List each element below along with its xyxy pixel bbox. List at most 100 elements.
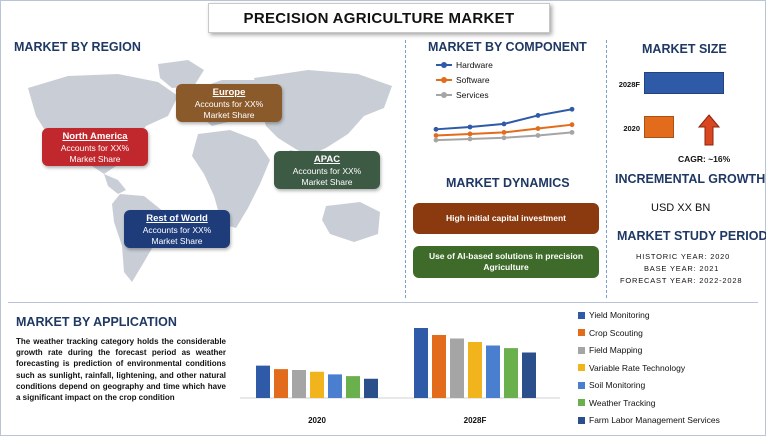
app-legend-item: Field Mapping: [578, 345, 642, 355]
legend-swatch: [436, 62, 452, 68]
size-heading: MARKET SIZE: [642, 42, 727, 56]
legend-swatch: [578, 364, 585, 371]
series-point-services: [433, 137, 439, 143]
dynamics-heading: MARKET DYNAMICS: [446, 176, 570, 190]
study-heading: MARKET STUDY PERIOD: [617, 229, 766, 243]
app-bar-2028f-3: [468, 342, 482, 398]
size-bar-2028f: [644, 72, 724, 94]
app-bar-2020-0: [256, 365, 270, 398]
application-bar-chart: 2020 2028F: [240, 328, 560, 425]
callout-region-name: Europe: [212, 87, 246, 98]
callout-rest-of-world: Rest of World Accounts for XX% Market Sh…: [124, 210, 230, 248]
series-point-software: [433, 133, 439, 138]
series-point-hardware: [433, 126, 439, 132]
component-heading: MARKET BY COMPONENT: [428, 40, 587, 54]
size-category-label: 2020: [623, 124, 640, 133]
size-category-label: 2028F: [618, 80, 640, 89]
app-bar-2020-3: [310, 371, 324, 398]
legend-swatch: [578, 329, 585, 336]
legend-software: Software: [436, 75, 490, 85]
divider-component-size: [606, 40, 607, 298]
app-legend-item: Crop Scouting: [578, 328, 643, 338]
app-legend-item: Farm Labor Management Services: [578, 415, 720, 425]
size-bar-2020: [644, 116, 675, 138]
callout-line1: Accounts for XX%: [194, 99, 264, 109]
legend-services: Services: [436, 90, 489, 100]
callout-line2: Market Share: [151, 236, 203, 246]
legend-hardware: Hardware: [436, 60, 493, 70]
legend-swatch: [578, 399, 585, 406]
series-point-software: [535, 126, 541, 131]
app-bar-2028f-5: [504, 348, 518, 398]
app-bar-2028f-1: [432, 335, 446, 398]
series-point-software: [467, 131, 473, 137]
app-legend-item: Variable Rate Technology: [578, 363, 685, 373]
application-description: The weather tracking category holds the …: [16, 337, 226, 403]
legend-swatch: [436, 92, 452, 98]
legend-label: Yield Monitoring: [589, 310, 650, 320]
divider-region-component: [405, 40, 406, 298]
legend-swatch: [578, 416, 585, 424]
callout-apac: APAC Accounts for XX% Market Share: [274, 151, 380, 189]
study-forecast: FORECAST YEAR: 2022-2028: [620, 276, 743, 285]
growth-value: USD XX BN: [651, 202, 711, 214]
series-point-services: [501, 135, 507, 141]
series-point-software: [569, 122, 575, 128]
app-bar-2020-5: [346, 376, 360, 398]
app-bar-2028f-0: [414, 328, 428, 398]
legend-swatch: [436, 77, 452, 83]
app-bar-2028f-6: [522, 352, 536, 398]
growth-heading: INCREMENTAL GROWTH: [615, 172, 766, 186]
application-heading: MARKET BY APPLICATION: [16, 315, 177, 329]
callout-line2: Market Share: [203, 110, 255, 120]
dynamics-item-capital: High initial capital investment: [413, 203, 599, 234]
series-point-hardware: [501, 121, 507, 127]
app-bar-2020-4: [328, 374, 342, 398]
legend-label: Hardware: [456, 60, 493, 70]
callout-region-name: Rest of World: [146, 213, 208, 224]
legend-label: Crop Scouting: [589, 327, 643, 338]
callout-line1: Accounts for XX%: [142, 225, 212, 235]
app-bar-2020-6: [364, 378, 378, 398]
series-point-software: [501, 130, 507, 135]
legend-label: Soil Monitoring: [589, 380, 646, 390]
callout-region-name: North America: [62, 131, 128, 142]
page-title: PRECISION AGRICULTURE MARKET: [208, 3, 550, 33]
callout-region-name: APAC: [313, 154, 341, 165]
legend-label: Farm Labor Management Services: [589, 415, 720, 425]
callout-north-america: North America Accounts for XX% Market Sh…: [42, 128, 148, 166]
legend-swatch: [578, 311, 585, 319]
app-legend-item: Weather Tracking: [578, 398, 655, 408]
dynamics-item-ai: Use of AI-based solutions in precision A…: [413, 246, 599, 278]
component-line-chart: [433, 106, 575, 143]
arrow-up-icon: [698, 114, 720, 146]
app-bar-2020-2: [292, 370, 306, 398]
callout-line2: Market Share: [69, 154, 121, 164]
callout-line1: Accounts for XX%: [292, 166, 362, 176]
study-base: BASE YEAR: 2021: [644, 264, 720, 273]
series-point-services: [535, 133, 541, 138]
app-bar-2028f-2: [450, 338, 464, 398]
region-heading: MARKET BY REGION: [14, 40, 141, 54]
app-bar-2020-1: [274, 369, 288, 398]
legend-label: Field Mapping: [589, 345, 643, 355]
study-historic: HISTORIC YEAR: 2020: [636, 252, 731, 261]
series-point-hardware: [467, 124, 473, 130]
app-legend-item: Soil Monitoring: [578, 380, 645, 390]
callout-line2: Market Share: [301, 177, 353, 187]
callout-europe: Europe Accounts for XX% Market Share: [176, 84, 282, 122]
app-legend-item: Yield Monitoring: [578, 310, 650, 320]
legend-label: Weather Tracking: [589, 397, 656, 408]
divider-horizontal: [8, 302, 758, 303]
app-category-label: 2028F: [464, 416, 487, 425]
legend-swatch: [578, 381, 585, 389]
legend-swatch: [578, 346, 585, 354]
size-bar-chart: 2028F 2020: [612, 66, 762, 146]
cagr-label: CAGR: ~16%: [678, 154, 731, 164]
series-point-hardware: [535, 113, 541, 118]
series-point-hardware: [569, 106, 575, 112]
legend-label: Variable Rate Technology: [589, 362, 686, 373]
legend-label: Services: [456, 90, 489, 100]
series-point-services: [569, 130, 575, 135]
callout-line1: Accounts for XX%: [60, 143, 130, 153]
